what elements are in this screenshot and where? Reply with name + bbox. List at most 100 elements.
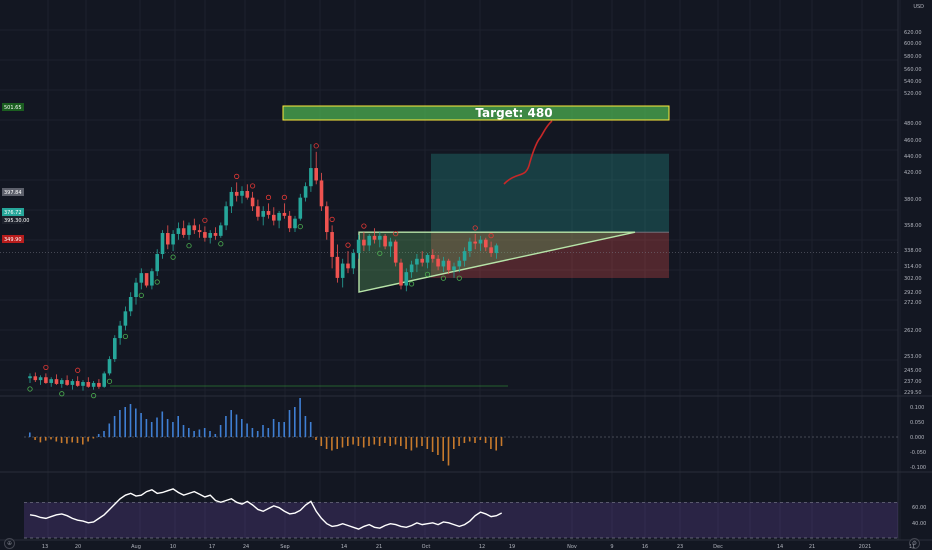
candle-body (49, 379, 53, 383)
goto-icon[interactable]: ⊕ (4, 538, 15, 549)
macd-bar (140, 413, 142, 437)
macd-tick: 0.100 (910, 405, 924, 411)
signal-marker (218, 241, 224, 247)
macd-bar (182, 425, 185, 437)
pill-mid: 397.84 (4, 190, 22, 196)
macd-bar (299, 398, 301, 437)
price-tick: 460.00 (904, 138, 922, 144)
candle-body (388, 241, 393, 247)
macd-bar (320, 437, 323, 446)
macd-bar (92, 437, 95, 439)
candle-body (330, 232, 334, 257)
candlesticks (28, 144, 499, 391)
candle-body (356, 239, 361, 254)
target-label: Target: 480 (475, 106, 552, 120)
candle-body (314, 168, 318, 181)
signal-marker (345, 242, 351, 248)
macd-bar (352, 437, 354, 445)
rsi-tick: 60.00 (912, 505, 926, 511)
price-tick: 580.00 (904, 54, 922, 60)
candle-body (436, 258, 440, 267)
macd-bar (500, 437, 503, 446)
macd-bar (357, 437, 360, 446)
macd-bar (214, 434, 217, 437)
target-box[interactable]: Target: 480 (282, 105, 670, 121)
candle-body (362, 239, 366, 246)
price-axis[interactable]: 620.00 600.00 580.00 560.00 540.00 520.00 480.… (904, 30, 922, 396)
candle-body (309, 168, 313, 187)
signal-marker (297, 223, 303, 230)
macd-bar (193, 431, 195, 437)
candle-body (378, 235, 382, 240)
time-axis[interactable]: 13 20 Aug 10 17 24 Sep 14 21 Oct 12 19 Nov 9 16 23 Dec 14… (42, 544, 915, 550)
macd-bar (198, 429, 201, 437)
macd-bar (368, 437, 370, 446)
time-tick: 14 (341, 544, 347, 550)
candle-body (75, 381, 80, 386)
candle-body (431, 254, 435, 259)
candle-body (176, 228, 181, 234)
time-tick: 14 (777, 544, 783, 550)
price-tick: 560.00 (904, 67, 922, 73)
candle-body (367, 235, 371, 246)
macd-bar (378, 437, 381, 446)
macd-bar (325, 437, 328, 449)
macd-tick: 0.050 (910, 420, 924, 426)
macd-bar (421, 437, 423, 446)
time-tick: 13 (42, 544, 48, 550)
macd-bar (362, 437, 365, 448)
signal-marker (91, 393, 97, 399)
pill-countdown: 395.30.00 (4, 218, 29, 224)
settings-icon[interactable]: ⚙ (909, 538, 920, 549)
candle-body (462, 251, 467, 261)
macd-bar (490, 437, 492, 449)
macd-bar (442, 437, 444, 461)
signal-marker (440, 275, 446, 281)
time-tick: 21 (809, 544, 815, 550)
macd-bar (267, 428, 270, 437)
candle-body (346, 263, 350, 269)
candle-body (441, 260, 446, 267)
macd-bar (203, 428, 206, 437)
time-tick: 24 (243, 544, 249, 550)
pill-stop: 349.90 (4, 237, 22, 243)
rsi-band (24, 501, 898, 539)
signal-marker (202, 217, 208, 223)
time-tick: 17 (209, 544, 215, 550)
macd-bar (44, 437, 47, 441)
macd-bar (484, 437, 487, 443)
macd-bar (29, 432, 31, 437)
macd-bar (50, 437, 52, 440)
signal-marker (329, 216, 335, 222)
macd-bar (60, 437, 63, 443)
candle-body (54, 379, 59, 384)
macd-bar (251, 428, 254, 437)
triangle-pattern (358, 231, 636, 293)
price-tick: 440.00 (904, 154, 922, 160)
candle-body (203, 232, 207, 238)
macd-bar (288, 410, 291, 437)
macd-bar (309, 422, 312, 437)
candle-body (86, 382, 91, 387)
candle-body (293, 218, 297, 229)
macd-histogram (24, 398, 898, 466)
price-tick: 338.00 (904, 248, 922, 254)
signal-markers (27, 143, 494, 399)
signal-marker (154, 279, 160, 285)
candle-body (107, 359, 112, 374)
candle-body (266, 211, 271, 215)
candle-body (245, 190, 250, 198)
candle-body (213, 233, 218, 236)
macd-bar (415, 437, 418, 448)
macd-bar (304, 416, 307, 437)
currency-label: USD (913, 4, 924, 10)
candle-body (425, 254, 430, 263)
triangle-shape (358, 231, 636, 293)
signal-marker (170, 254, 176, 260)
candle-body (144, 273, 149, 286)
price-tick: 253.00 (904, 354, 922, 360)
macd-bar (410, 437, 413, 451)
price-tick: 237.00 (904, 379, 922, 385)
